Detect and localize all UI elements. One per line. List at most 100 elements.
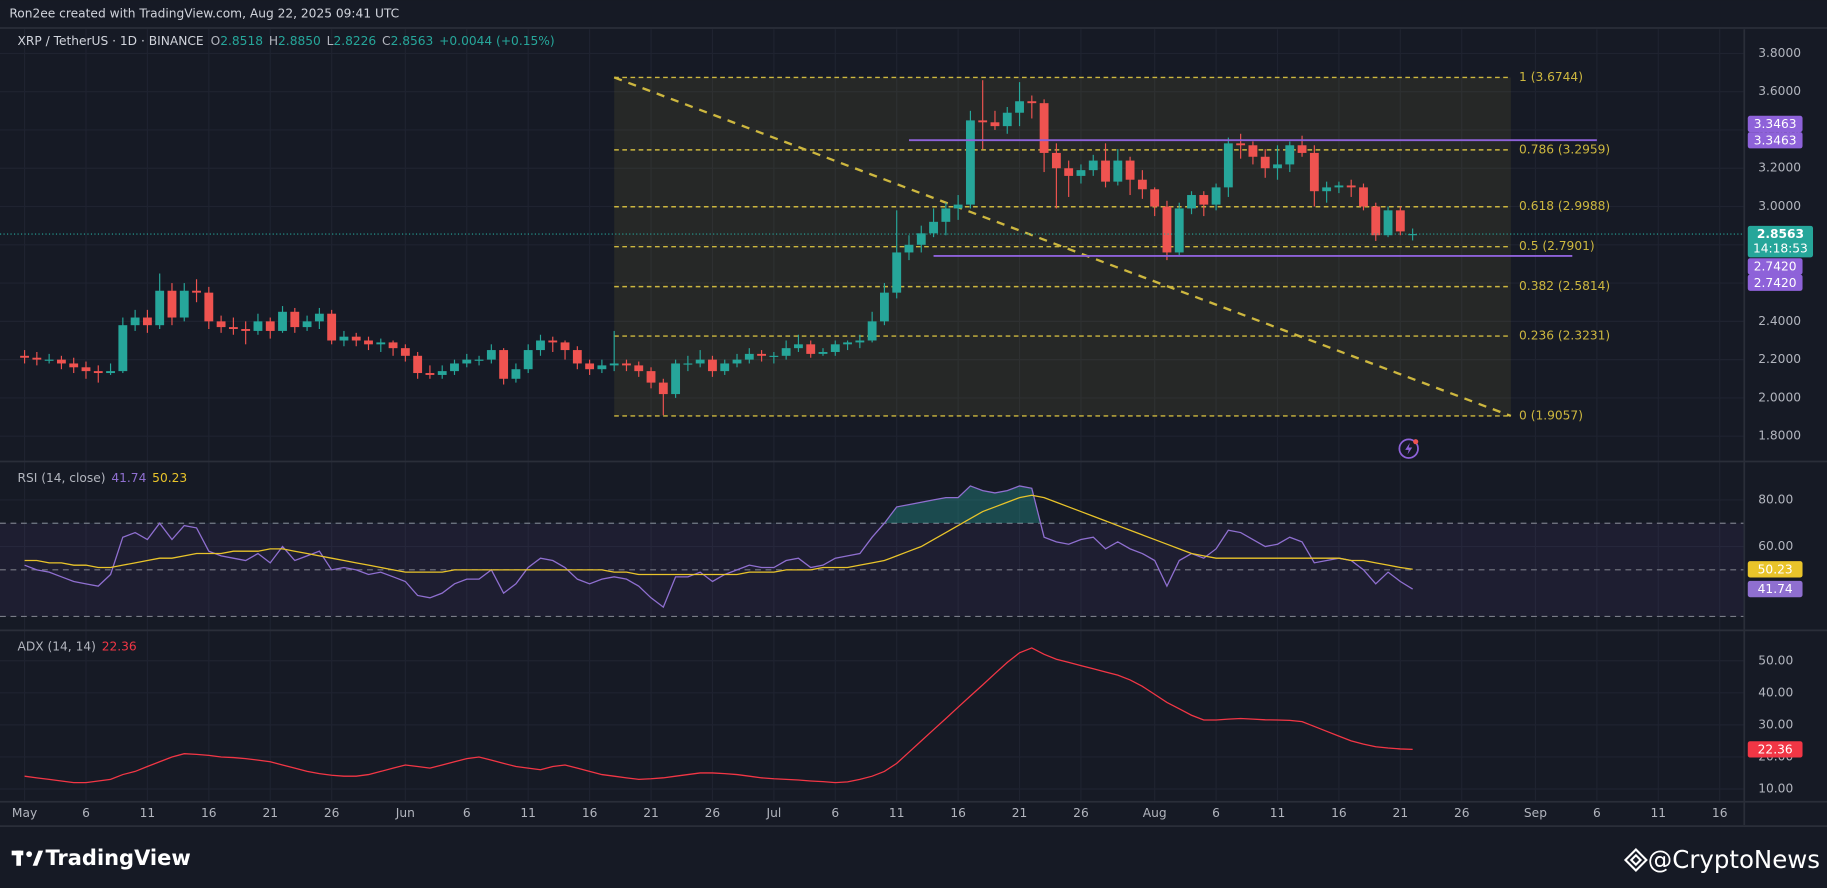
- candle-body: [1002, 112, 1012, 127]
- candle-body: [548, 340, 558, 343]
- x-tick-label: 16: [201, 806, 217, 820]
- pane-legend: RSI (14, close) 41.74 50.23: [17, 470, 187, 484]
- symbol: XRP / TetherUS · 1D · BINANCE: [17, 33, 203, 47]
- y-tick-label: 1.8000: [1758, 429, 1801, 443]
- current-price-box: [1747, 225, 1814, 258]
- x-tick-label: 21: [1012, 806, 1028, 820]
- candle-body: [585, 363, 595, 370]
- header-text: Ron2ee created with TradingView.com, Aug…: [9, 7, 399, 21]
- legend-key: L: [327, 33, 334, 47]
- candle-body: [609, 363, 619, 366]
- x-tick-label: 6: [82, 806, 90, 820]
- candle-body: [388, 342, 398, 349]
- countdown: 14:18:53: [1753, 242, 1808, 256]
- legend-value: 2.8518: [220, 33, 263, 47]
- candle-body: [1236, 143, 1246, 146]
- value-label-box: [1747, 258, 1803, 275]
- candle-body: [1223, 143, 1233, 188]
- candle-body: [658, 382, 668, 395]
- y-tick-label: 3.2000: [1758, 161, 1801, 175]
- candle-body: [892, 252, 902, 293]
- pane-legend: ADX (14, 14) 22.36: [17, 639, 136, 653]
- candle-body: [990, 122, 1000, 127]
- fib-label: 0.382 (2.5814): [1519, 279, 1610, 293]
- x-tick-label: Jul: [765, 806, 781, 820]
- x-tick-label: 16: [1331, 806, 1347, 820]
- x-tick-label: 11: [889, 806, 905, 820]
- value-label-box: [1747, 741, 1803, 758]
- x-tick-label: 6: [831, 806, 839, 820]
- x-tick-label: 6: [1212, 806, 1220, 820]
- value-label: 22.36: [1758, 742, 1793, 756]
- candle-body: [941, 208, 951, 222]
- candle-body: [1211, 187, 1221, 205]
- y-tick-label: 3.6000: [1758, 84, 1801, 98]
- candle-body: [437, 371, 447, 375]
- candle-body: [167, 290, 177, 318]
- candle-body: [486, 350, 496, 360]
- value-label: 2.7420: [1754, 276, 1797, 290]
- candle-body: [339, 336, 349, 341]
- legend-key: O: [211, 33, 221, 47]
- candle-body: [499, 350, 509, 379]
- series-line: [24, 494, 1413, 576]
- candle-body: [511, 369, 521, 379]
- pane-title: ADX (14, 14): [17, 639, 95, 653]
- grid: [0, 29, 1745, 801]
- x-tick-label: May: [12, 806, 37, 820]
- legend-value: 50.23: [152, 470, 187, 484]
- candle-body: [228, 327, 238, 330]
- x-tick-label: 11: [140, 806, 156, 820]
- candle-body: [720, 363, 730, 372]
- candle-body: [130, 317, 140, 326]
- candle-body: [1051, 152, 1061, 169]
- y-tick-label: 2.0000: [1758, 390, 1801, 404]
- candle-body: [830, 344, 840, 352]
- candle-body: [843, 342, 852, 345]
- alert-icon[interactable]: [1398, 438, 1419, 459]
- candle-body: [179, 290, 189, 318]
- candle-body: [44, 359, 54, 361]
- candle-body: [1076, 170, 1086, 176]
- candle-body: [1334, 185, 1344, 188]
- y-tick-label: 40.00: [1758, 685, 1793, 699]
- candle-body: [708, 359, 717, 372]
- candle-body: [1383, 210, 1393, 236]
- legend-value: 2.8226: [333, 33, 376, 47]
- candle-body: [757, 353, 767, 356]
- x-tick-label: Sep: [1524, 806, 1547, 820]
- candle-body: [965, 120, 975, 205]
- candle-body: [904, 244, 914, 253]
- candle-body: [794, 344, 803, 349]
- fib-label: 0.786 (3.2959): [1519, 142, 1610, 156]
- candle-body: [314, 313, 324, 322]
- candle-body: [20, 355, 29, 358]
- current-price-label: 2.8563: [1757, 227, 1804, 241]
- candle-body: [474, 359, 484, 361]
- candle-body: [155, 290, 165, 326]
- value-label: 3.3463: [1754, 133, 1797, 147]
- footer: TradingView @CryptoNews: [11, 845, 1820, 874]
- candle-body: [671, 363, 681, 395]
- candle-body: [916, 233, 926, 245]
- legend-key: H: [269, 33, 278, 47]
- candle-body: [118, 325, 128, 372]
- candle-body: [278, 311, 287, 331]
- x-tick-label: 26: [1073, 806, 1089, 820]
- candle-body: [1309, 152, 1319, 192]
- candle-body: [1297, 145, 1307, 153]
- value-label: 50.23: [1758, 562, 1793, 576]
- x-tick-label: Aug: [1143, 806, 1167, 820]
- x-tick-label: 11: [1651, 806, 1667, 820]
- value-label-box: [1747, 561, 1803, 578]
- y-tick-label: 60.00: [1758, 539, 1793, 553]
- candle-body: [597, 365, 607, 370]
- candle-body: [241, 329, 251, 331]
- candle-body: [879, 292, 889, 322]
- x-tick-label: 16: [582, 806, 598, 820]
- candle-body: [1395, 210, 1405, 232]
- candle-body: [142, 317, 152, 326]
- candle-body: [572, 350, 582, 364]
